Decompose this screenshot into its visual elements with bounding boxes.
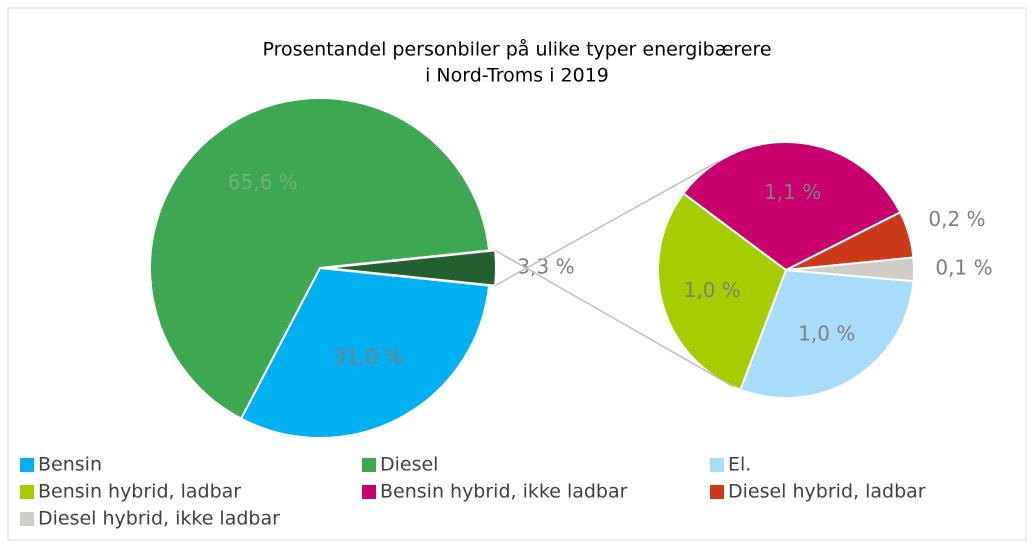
legend-label: El. [728,454,751,476]
pie-slice [239,266,491,439]
legend-label: Bensin hybrid, ikke ladbar [380,481,628,503]
pie-slice [785,256,915,283]
data-label: 3,3 % [517,255,574,279]
connector-line [494,160,719,287]
chart-title: Prosentandel personbiler på ulike typer … [262,38,771,61]
chart-title: i Nord-Troms i 2019 [425,65,609,87]
data-label: 0,1 % [935,256,992,280]
data-label: 1,0 % [798,322,855,346]
data-label: 65,6 % [228,170,298,194]
legend-swatch [710,458,724,472]
pie-slice [149,97,491,420]
legend-label: Diesel hybrid, ladbar [728,481,926,503]
pie-slice [739,268,915,399]
legend-label: Diesel [380,454,438,476]
data-label: 0,2 % [928,207,985,231]
legend-swatch [20,512,34,526]
legend-label: Bensin [38,454,102,476]
data-label: 31,0 % [333,344,403,368]
legend-swatch [20,458,34,472]
pie-slice [682,141,902,272]
connector-line [494,249,735,388]
legend-swatch [20,485,34,499]
legend-swatch [362,485,376,499]
data-label: 1,1 % [764,180,821,204]
legend-label: Diesel hybrid, ikke ladbar [38,508,280,530]
legend-label: Bensin hybrid, ladbar [38,481,241,503]
data-label: 1,0 % [684,278,741,302]
legend-swatch [710,485,724,499]
legend-swatch [362,458,376,472]
